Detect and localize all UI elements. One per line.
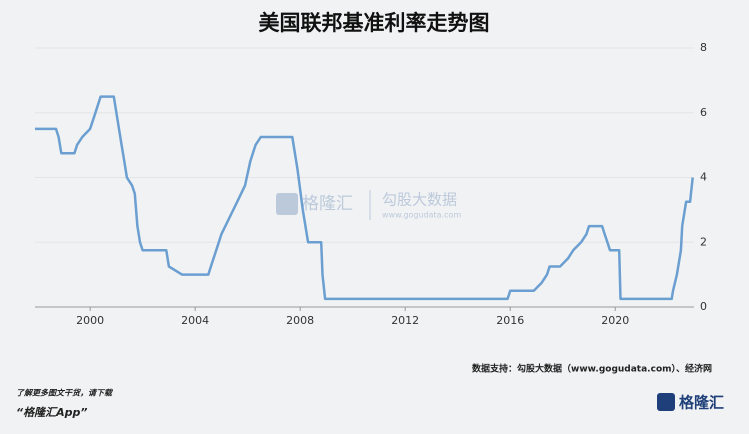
logo-icon — [657, 393, 675, 411]
x-tick-label: 2012 — [391, 314, 419, 327]
y-tick-label: 4 — [700, 171, 707, 184]
x-tick-label: 2000 — [76, 314, 104, 327]
watermark: 格隆汇 勾股大数据 www.gogudata.com — [276, 190, 461, 220]
x-tick-label: 2008 — [286, 314, 314, 327]
footer-line1: 了解更多图文干货，请下载 — [16, 389, 114, 398]
y-tick-label: 0 — [700, 300, 707, 313]
source: 数据支持：勾股大数据（www.gogudata.com）、经济网 — [472, 363, 712, 375]
y-tick-label: 2 — [700, 235, 707, 248]
watermark-brand: 格隆汇 — [302, 194, 353, 214]
footer-logo: 格隆汇 — [679, 394, 724, 412]
y-tick-label: 8 — [700, 41, 707, 54]
x-tick-label: 2020 — [601, 314, 629, 327]
footer-line2: “格隆汇App” — [16, 406, 87, 419]
watermark-partner: 勾股大数据 — [382, 191, 457, 209]
chart-title: 美国联邦基准利率走势图 — [259, 11, 490, 35]
line — [35, 95, 694, 301]
watermark-icon — [276, 193, 298, 215]
y-tick-label: 6 — [700, 106, 707, 119]
x-tick-label: 2004 — [181, 314, 209, 327]
x-tick-label: 2016 — [496, 314, 524, 327]
watermark-url: www.gogudata.com — [382, 211, 461, 220]
